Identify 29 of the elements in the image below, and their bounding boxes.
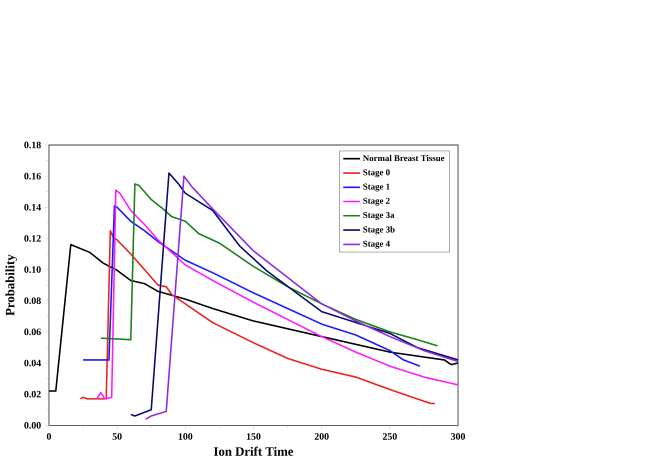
line-series xyxy=(100,183,438,347)
y-tick-label: 0.02 xyxy=(24,390,41,398)
line-series xyxy=(96,190,458,400)
line-series xyxy=(82,205,421,368)
y-tick-label: 0.16 xyxy=(24,172,41,180)
legend-label: Stage 3b xyxy=(363,226,395,235)
legend-label: Stage 3a xyxy=(363,212,394,220)
y-tick-label: 0.04 xyxy=(24,360,41,367)
y-tick-label: 0.08 xyxy=(24,298,41,304)
x-tick-label: 0 xyxy=(46,433,52,440)
x-tick-label: 150 xyxy=(246,433,261,440)
x-axis-title: Ion Drift Time xyxy=(214,446,294,456)
legend-label: Stage 0 xyxy=(363,170,390,178)
x-tick-label: 250 xyxy=(382,433,397,440)
y-tick-label: 0.18 xyxy=(24,142,41,148)
x-tick-label: 100 xyxy=(178,433,192,440)
x-tick-label: 300 xyxy=(451,433,466,440)
legend-label: Normal Breast Tissue xyxy=(362,155,444,162)
y-tick-label: 0.06 xyxy=(24,328,41,336)
y-tick-label: 0.00 xyxy=(24,422,41,429)
y-tick-label: 0.10 xyxy=(24,266,41,274)
y-axis-title: Probability xyxy=(5,254,18,316)
x-tick-label: 50 xyxy=(112,433,122,440)
legend-label: Stage 1 xyxy=(363,184,390,192)
y-tick-label: 0.14 xyxy=(24,204,41,211)
legend-label: Stage 2 xyxy=(363,198,390,206)
y-tick-label: 0.12 xyxy=(24,235,41,242)
x-tick-label: 200 xyxy=(314,433,329,440)
legend-label: Stage 4 xyxy=(363,240,390,249)
